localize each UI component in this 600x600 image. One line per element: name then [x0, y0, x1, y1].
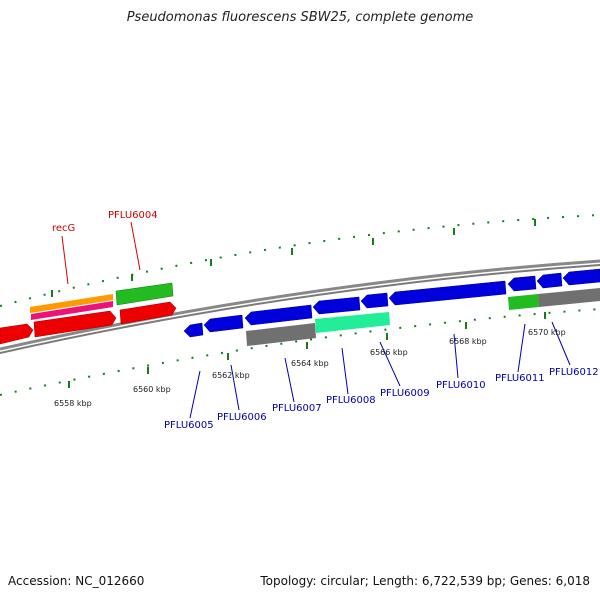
orange-feature[interactable]	[30, 294, 113, 313]
gene-label-pflu6012[interactable]: PFLU6012	[549, 367, 599, 378]
scale-label: 6560 kbp	[133, 385, 171, 394]
green-feature[interactable]	[508, 294, 539, 310]
forward-label-leaders	[61, 221, 141, 285]
leader-line	[379, 341, 401, 387]
gray-feature[interactable]	[538, 288, 600, 307]
genome-backbone-upper	[0, 259, 600, 351]
leader-line	[189, 370, 201, 419]
reverse-label-leaders	[189, 321, 571, 419]
lower-major-ticks	[68, 312, 546, 388]
forward-gene-arrow[interactable]	[33, 310, 117, 338]
leader-line	[341, 347, 349, 395]
leader-line	[61, 235, 69, 285]
gene-label-recg[interactable]: recG	[52, 223, 75, 234]
leader-line	[130, 221, 141, 271]
accession-text: Accession: NC_012660	[8, 574, 145, 588]
leader-line	[230, 364, 240, 411]
scale-label: 6558 kbp	[54, 399, 92, 408]
forward-gene-arrow[interactable]	[119, 301, 177, 325]
reverse-gene-labels: PFLU6005 PFLU6006 PFLU6007 PFLU6008 PFLU…	[164, 367, 599, 431]
scale-label: 6564 kbp	[291, 359, 329, 368]
gene-label-pflu6011[interactable]: PFLU6011	[495, 373, 545, 384]
gene-label-pflu6009[interactable]: PFLU6009	[380, 388, 430, 399]
scale-label: 6566 kbp	[370, 348, 408, 357]
gene-label-pflu6007[interactable]: PFLU6007	[272, 403, 322, 414]
scale-label: 6562 kbp	[212, 371, 250, 380]
gene-label-pflu6008[interactable]: PFLU6008	[326, 395, 376, 406]
scale-label: 6570 kbp	[528, 328, 566, 337]
reverse-gene-arrow[interactable]	[183, 322, 204, 338]
green-feature[interactable]	[115, 282, 174, 306]
pink-feature[interactable]	[31, 301, 113, 320]
gene-label-pflu6006[interactable]: PFLU6006	[217, 412, 267, 423]
scale-label: 6568 kbp	[449, 337, 487, 346]
upper-major-ticks	[51, 219, 536, 297]
leader-line	[453, 333, 459, 379]
forward-gene-labels: recG PFLU6004	[52, 210, 158, 234]
gene-label-pflu6010[interactable]: PFLU6010	[436, 380, 486, 391]
forward-gene-arrow[interactable]	[0, 323, 34, 345]
gene-label-pflu6004[interactable]: PFLU6004	[108, 210, 158, 221]
reverse-gene-arrow[interactable]	[360, 292, 389, 309]
leader-line	[551, 321, 571, 366]
reverse-gene-arrow[interactable]	[244, 304, 313, 326]
reverse-gene-arrow[interactable]	[562, 268, 600, 286]
forward-strand-features	[0, 282, 177, 345]
reverse-gene-arrow[interactable]	[312, 296, 361, 315]
upper-tick-track	[0, 214, 600, 307]
gene-label-pflu6005[interactable]: PFLU6005	[164, 420, 214, 431]
reverse-gene-arrow[interactable]	[203, 314, 244, 333]
reverse-strand-features	[183, 268, 600, 346]
leader-line	[517, 323, 526, 373]
genome-title: Pseudomonas fluorescens SBW25, complete …	[126, 10, 474, 25]
reverse-gene-arrow[interactable]	[507, 275, 537, 292]
scale-labels: 6558 kbp 6560 kbp 6562 kbp 6564 kbp 6566…	[54, 328, 566, 408]
reverse-gene-arrow[interactable]	[536, 272, 563, 289]
genome-backbone-lower	[0, 264, 600, 354]
reverse-gene-arrow[interactable]	[388, 280, 507, 306]
gray-feature[interactable]	[246, 323, 316, 346]
genome-summary-text: Topology: circular; Length: 6,722,539 bp…	[260, 574, 590, 588]
leader-line	[284, 357, 295, 403]
mint-feature[interactable]	[315, 312, 390, 333]
